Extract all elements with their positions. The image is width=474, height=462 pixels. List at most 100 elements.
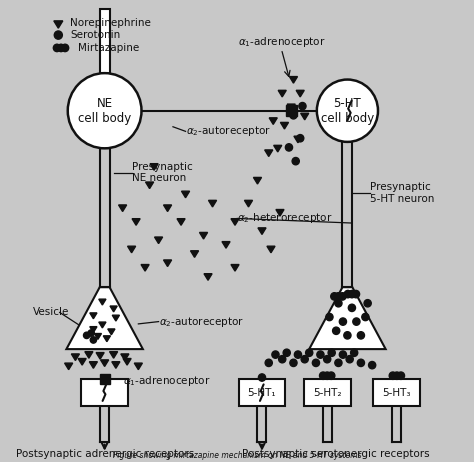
Circle shape — [344, 291, 352, 298]
Polygon shape — [269, 118, 277, 124]
Text: 5-HT₃: 5-HT₃ — [383, 388, 411, 398]
Circle shape — [319, 372, 327, 379]
Circle shape — [339, 351, 346, 358]
Text: 5-HT₁: 5-HT₁ — [248, 388, 276, 398]
Polygon shape — [99, 322, 106, 328]
Polygon shape — [287, 104, 295, 111]
Circle shape — [272, 351, 279, 358]
Polygon shape — [54, 21, 63, 28]
Polygon shape — [109, 352, 118, 358]
FancyBboxPatch shape — [374, 379, 420, 407]
Circle shape — [324, 372, 331, 379]
Circle shape — [68, 73, 142, 148]
Circle shape — [346, 356, 353, 363]
Circle shape — [339, 318, 346, 325]
Polygon shape — [146, 182, 154, 188]
Circle shape — [306, 349, 313, 357]
Polygon shape — [128, 246, 136, 253]
Circle shape — [54, 44, 61, 52]
Circle shape — [290, 112, 297, 119]
Text: NE
cell body: NE cell body — [78, 97, 131, 125]
Polygon shape — [164, 260, 172, 267]
Text: $\alpha_1$-adrenoceptor: $\alpha_1$-adrenoceptor — [238, 35, 326, 49]
Circle shape — [326, 313, 333, 321]
Polygon shape — [177, 219, 185, 225]
Circle shape — [362, 313, 369, 321]
Polygon shape — [89, 362, 98, 368]
Polygon shape — [290, 77, 298, 83]
Circle shape — [279, 356, 286, 363]
Text: Mirtazapine: Mirtazapine — [78, 43, 139, 53]
Circle shape — [297, 134, 304, 142]
Circle shape — [348, 291, 356, 298]
Polygon shape — [78, 359, 86, 365]
Circle shape — [265, 359, 273, 366]
Polygon shape — [294, 136, 302, 143]
Circle shape — [258, 374, 265, 381]
Polygon shape — [66, 287, 143, 349]
Polygon shape — [150, 164, 158, 170]
Circle shape — [62, 44, 69, 52]
Polygon shape — [222, 242, 230, 248]
Polygon shape — [64, 363, 73, 370]
Polygon shape — [258, 228, 266, 234]
Polygon shape — [278, 90, 286, 97]
Polygon shape — [96, 353, 104, 359]
Polygon shape — [110, 306, 117, 312]
Polygon shape — [273, 146, 282, 152]
Circle shape — [352, 291, 360, 298]
Circle shape — [357, 359, 365, 366]
Circle shape — [389, 372, 396, 379]
Polygon shape — [121, 354, 129, 360]
Polygon shape — [164, 205, 172, 212]
Circle shape — [54, 31, 63, 39]
Polygon shape — [209, 201, 217, 207]
Circle shape — [393, 372, 401, 379]
FancyBboxPatch shape — [238, 379, 285, 407]
Circle shape — [294, 351, 301, 358]
Polygon shape — [72, 354, 80, 360]
Circle shape — [324, 356, 331, 363]
Circle shape — [328, 349, 335, 357]
Circle shape — [299, 103, 306, 110]
Circle shape — [348, 304, 356, 311]
Text: Norepinephrine: Norepinephrine — [70, 18, 151, 28]
Text: Postsynaptic adrenergic receptors: Postsynaptic adrenergic receptors — [16, 449, 194, 459]
Bar — [100, 374, 109, 384]
FancyBboxPatch shape — [81, 379, 128, 407]
Circle shape — [57, 44, 64, 52]
Circle shape — [351, 349, 358, 357]
Circle shape — [301, 356, 308, 363]
Circle shape — [344, 332, 351, 339]
Polygon shape — [245, 201, 253, 207]
Polygon shape — [182, 191, 190, 198]
Text: $\alpha_2$-autoreceptor: $\alpha_2$-autoreceptor — [185, 124, 271, 138]
Circle shape — [364, 299, 371, 307]
Polygon shape — [100, 360, 109, 366]
Circle shape — [333, 327, 340, 334]
Polygon shape — [254, 177, 262, 184]
Polygon shape — [204, 274, 212, 280]
Polygon shape — [231, 219, 239, 225]
Polygon shape — [112, 315, 119, 321]
Circle shape — [357, 332, 365, 339]
Bar — [100, 9, 109, 148]
Circle shape — [369, 361, 376, 369]
Text: 5-HT₂: 5-HT₂ — [313, 388, 341, 398]
Polygon shape — [200, 232, 208, 239]
Bar — [286, 105, 297, 116]
Text: Figure showing mirtazapine mechanism on NE and 5-HT systems: Figure showing mirtazapine mechanism on … — [113, 451, 361, 460]
Polygon shape — [134, 363, 142, 370]
Polygon shape — [118, 205, 127, 212]
Circle shape — [317, 351, 324, 358]
Circle shape — [331, 292, 338, 300]
Circle shape — [397, 372, 405, 379]
Polygon shape — [264, 150, 273, 157]
Polygon shape — [90, 313, 97, 319]
Text: Vesicle: Vesicle — [33, 307, 69, 317]
Circle shape — [339, 292, 346, 300]
Polygon shape — [276, 209, 284, 216]
Text: 5-HT
cell body: 5-HT cell body — [321, 97, 374, 125]
Text: Presynaptic
5-HT neuron: Presynaptic 5-HT neuron — [370, 182, 434, 204]
Text: Serotonin: Serotonin — [70, 30, 120, 40]
